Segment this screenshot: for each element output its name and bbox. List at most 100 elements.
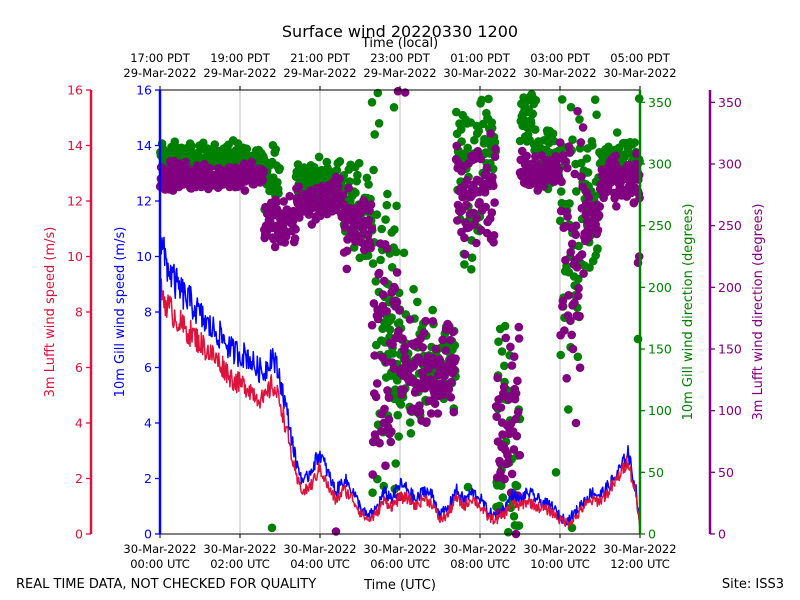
direction-point (555, 138, 565, 147)
direction-point (271, 198, 281, 207)
lufft-direction-tick-label: 50 (718, 465, 734, 480)
direction-point (578, 123, 588, 132)
direction-point (381, 461, 390, 471)
direction-point (570, 169, 580, 179)
lufft-speed-line (159, 278, 641, 532)
gill-direction-tick-label: 250 (648, 218, 672, 233)
direction-point (467, 253, 477, 262)
direction-point (370, 351, 379, 360)
direction-point (498, 493, 508, 502)
top-tick-label-time: 01:00 PDT (450, 51, 511, 65)
direction-point (556, 187, 566, 196)
direction-point (503, 451, 512, 460)
top-tick-label-date: 29-Mar-2022 (283, 66, 356, 80)
direction-point (574, 284, 583, 293)
direction-point (507, 469, 517, 479)
lufft-speed-tick-label: 14 (67, 138, 83, 153)
direction-point (590, 95, 600, 104)
direction-point (612, 128, 622, 137)
direction-point (500, 321, 510, 331)
gill-direction-axis-label: 10m Gill wind direction (degrees) (681, 204, 696, 421)
direction-point (563, 163, 572, 173)
direction-point (575, 115, 584, 124)
direction-point (507, 361, 517, 370)
direction-point (572, 187, 581, 196)
direction-point (382, 307, 392, 316)
lufft-speed-tick-label: 12 (67, 194, 83, 209)
direction-point (513, 407, 523, 417)
direction-point (242, 144, 252, 154)
top-tick-label-time: 23:00 PDT (370, 51, 431, 65)
direction-point (181, 157, 190, 167)
x-tick-label-date: 30-Mar-2022 (283, 542, 356, 556)
direction-point (574, 274, 583, 284)
direction-point (335, 157, 345, 166)
direction-point (435, 355, 445, 364)
direction-point (530, 125, 540, 134)
gill-direction-tick-label: 0 (648, 527, 656, 542)
direction-point (373, 88, 383, 98)
direction-point (489, 181, 498, 191)
direction-point (462, 176, 472, 185)
gill-direction-tick-label: 150 (648, 342, 672, 357)
direction-point (487, 208, 497, 217)
lufft-direction-points (155, 86, 644, 539)
x-axis-label: Time (UTC) (363, 578, 436, 593)
direction-point (592, 110, 601, 119)
direction-point (418, 343, 428, 352)
direction-point (371, 392, 381, 402)
direction-point (496, 468, 505, 477)
direction-point (490, 198, 499, 207)
direction-point (558, 296, 568, 306)
direction-point (509, 445, 519, 454)
direction-point (496, 459, 505, 468)
direction-point (390, 284, 400, 293)
direction-point (415, 401, 424, 410)
lufft-direction-tick-label: 300 (718, 157, 742, 172)
top-tick-label-date: 30-Mar-2022 (443, 66, 516, 80)
direction-point (573, 106, 582, 116)
direction-point (490, 138, 500, 147)
direction-point (371, 277, 381, 286)
direction-point (467, 265, 476, 274)
lufft-direction-tick-label: 0 (718, 527, 726, 542)
direction-point (568, 135, 577, 144)
direction-point (400, 88, 410, 97)
direction-point (612, 202, 621, 211)
top-tick-label-date: 29-Mar-2022 (203, 66, 276, 80)
direction-point (511, 414, 521, 424)
x-tick-label-date: 30-Mar-2022 (443, 542, 516, 556)
direction-point (555, 216, 565, 226)
direction-point (470, 135, 479, 145)
direction-point (366, 243, 375, 253)
direction-point (398, 334, 407, 344)
x-tick-label-time: 04:00 UTC (290, 557, 350, 571)
gill-direction-tick-label: 300 (648, 157, 672, 172)
lufft-direction-tick-label: 350 (718, 95, 742, 110)
direction-point (401, 357, 411, 367)
direction-point (422, 417, 431, 426)
direction-point (567, 523, 577, 533)
direction-point (448, 327, 458, 337)
footer-quality-note: REAL TIME DATA, NOT CHECKED FOR QUALITY (16, 577, 316, 592)
direction-point (497, 347, 507, 356)
direction-point (438, 335, 447, 345)
direction-point (583, 168, 593, 177)
direction-point (378, 290, 388, 299)
gill-speed-tick-label: 10 (136, 249, 152, 264)
direction-point (593, 244, 602, 253)
lufft-speed-tick-label: 16 (67, 83, 83, 98)
direction-point (210, 140, 220, 149)
direction-point (291, 225, 300, 234)
direction-point (370, 130, 380, 139)
direction-point (571, 230, 581, 239)
direction-point (409, 284, 418, 294)
x-tick-label-date: 30-Mar-2022 (603, 542, 676, 556)
direction-point (620, 152, 629, 162)
direction-point (462, 200, 471, 210)
direction-point (405, 418, 415, 427)
direction-point (364, 216, 373, 225)
gill-speed-tick-label: 14 (136, 138, 152, 153)
direction-point (428, 305, 438, 315)
direction-point (512, 431, 521, 441)
